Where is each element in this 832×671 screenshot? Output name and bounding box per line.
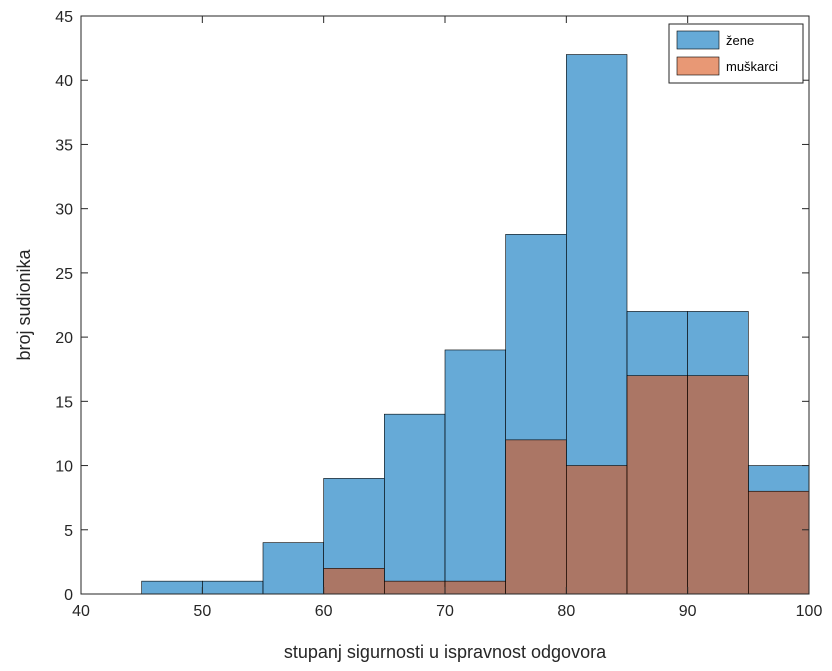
bar-muskarci-60-65	[323, 568, 385, 595]
legend: žene muškarci	[668, 23, 804, 84]
legend-swatch-zene	[676, 30, 720, 50]
bar-zene-50-55	[202, 580, 264, 595]
bars-layer	[141, 54, 810, 595]
bar-muskarci-85-90	[626, 375, 688, 595]
legend-label-muskarci: muškarci	[726, 59, 778, 74]
plot-frame	[80, 15, 810, 595]
x-tick-label: 90	[679, 603, 697, 620]
bar-muskarci-95-100	[748, 490, 810, 595]
y-tick-label: 10	[55, 459, 73, 476]
y-tick-label: 45	[55, 9, 73, 26]
y-tick-label: 30	[55, 202, 73, 219]
bar-muskarci-80-85	[566, 465, 628, 595]
legend-swatch-muskarci	[676, 56, 720, 76]
y-tick-label: 0	[64, 587, 73, 604]
bar-zene-70-75	[444, 349, 506, 595]
x-tick-label: 60	[315, 603, 333, 620]
x-tick-label: 40	[72, 603, 90, 620]
bar-muskarci-90-95	[687, 375, 749, 595]
y-tick-label: 35	[55, 137, 73, 154]
x-tick-label: 70	[436, 603, 454, 620]
x-tick-label: 80	[557, 603, 575, 620]
bar-muskarci-65-70	[384, 580, 446, 595]
legend-label-zene: žene	[726, 33, 754, 48]
y-tick-label: 20	[55, 330, 73, 347]
y-tick-label: 5	[64, 523, 73, 540]
x-tick-label: 50	[193, 603, 211, 620]
bar-muskarci-75-80	[505, 439, 567, 595]
bar-zene-65-70	[384, 413, 446, 595]
bar-zene-55-60	[262, 542, 324, 595]
y-axis-title: broj sudionika	[14, 248, 34, 360]
y-tick-label: 25	[55, 266, 73, 283]
y-tick-label: 15	[55, 394, 73, 411]
bar-muskarci-70-75	[444, 580, 506, 595]
x-axis-title: stupanj sigurnosti u ispravnost odgovora	[284, 642, 607, 662]
x-tick-label: 100	[796, 603, 823, 620]
bar-zene-45-50	[141, 580, 203, 595]
y-tick-label: 40	[55, 73, 73, 90]
